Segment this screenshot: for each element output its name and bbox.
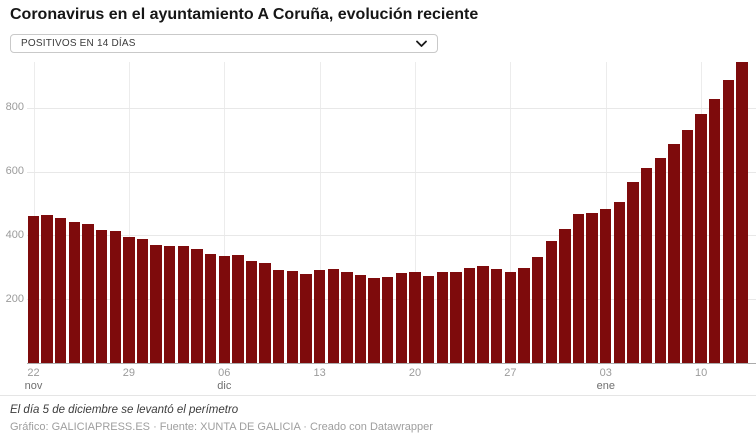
bar[interactable] <box>491 268 503 363</box>
x-axis-tick-label: 13 <box>313 367 326 379</box>
bar[interactable] <box>436 272 448 363</box>
bar[interactable] <box>545 241 557 363</box>
bar[interactable] <box>518 267 530 363</box>
y-axis-label: 600 <box>5 165 24 177</box>
byline-sep1: · <box>150 421 160 433</box>
bar[interactable] <box>640 167 653 363</box>
bar[interactable] <box>586 213 598 363</box>
bar[interactable] <box>273 269 285 363</box>
bar[interactable] <box>164 245 176 363</box>
byline-sep2: · <box>300 421 310 433</box>
bar[interactable] <box>341 272 353 363</box>
bar[interactable] <box>41 215 53 363</box>
bar[interactable] <box>313 269 326 363</box>
bar[interactable] <box>409 272 421 363</box>
bar[interactable] <box>504 271 517 363</box>
bar[interactable] <box>422 275 435 363</box>
x-axis-tick-label: 10 <box>694 367 708 379</box>
bar[interactable] <box>191 248 203 363</box>
y-axis-label: 200 <box>5 292 24 305</box>
bar[interactable] <box>150 244 162 363</box>
graphic-source-link[interactable]: GALICIAPRESS.ES <box>51 421 151 433</box>
bar[interactable] <box>218 256 230 363</box>
x-axis-tick-label: 22 <box>27 367 40 379</box>
data-source-link[interactable]: XUNTA DE GALICIA <box>200 421 301 433</box>
bar[interactable] <box>82 224 94 363</box>
gridline-vertical <box>319 62 321 363</box>
bar[interactable] <box>204 253 217 363</box>
chart-note: El día 5 de diciembre se levantó el perí… <box>10 404 239 416</box>
x-axis-tick-label: 20 <box>408 367 422 379</box>
bar[interactable] <box>300 273 312 363</box>
bar[interactable] <box>531 257 544 363</box>
datawrapper-link[interactable]: Datawrapper <box>369 421 433 433</box>
bar[interactable] <box>327 269 339 363</box>
footer-divider <box>0 395 756 396</box>
bar[interactable] <box>232 255 244 363</box>
bar[interactable] <box>736 62 748 363</box>
bar[interactable] <box>709 99 721 363</box>
bar[interactable] <box>382 276 394 363</box>
x-axis-line <box>27 363 756 364</box>
bar[interactable] <box>109 230 121 363</box>
gridline-vertical <box>415 62 416 363</box>
chart-byline: Gráfico: GALICIAPRESS.ES · Fuente: XUNTA… <box>10 421 433 433</box>
x-axis-tick-label: 06 <box>218 367 231 379</box>
bar[interactable] <box>681 129 694 363</box>
bar[interactable] <box>477 266 489 363</box>
bar[interactable] <box>572 213 585 363</box>
x-axis-tick-label: 27 <box>504 367 517 379</box>
gridline-horizontal <box>27 171 756 173</box>
y-axis-label: 800 <box>5 101 24 114</box>
gridline-vertical <box>33 62 35 363</box>
chart-title: Coronavirus en el ayuntamiento A Coruña,… <box>10 6 479 23</box>
bar[interactable] <box>136 238 149 363</box>
bar[interactable] <box>245 260 258 363</box>
gridline-horizontal <box>27 235 756 237</box>
bar[interactable] <box>286 271 299 363</box>
bar[interactable] <box>463 268 476 363</box>
bar[interactable] <box>395 273 408 363</box>
gridline-horizontal <box>27 107 756 109</box>
x-axis-month-label: nov <box>24 380 43 392</box>
bar[interactable] <box>177 246 190 363</box>
gridline-vertical <box>510 62 512 363</box>
bar[interactable] <box>27 215 40 363</box>
bar[interactable] <box>627 182 639 363</box>
x-axis-tick-label: 03 <box>599 367 612 379</box>
x-axis-month-label: ene <box>596 380 615 392</box>
bar[interactable] <box>368 277 380 363</box>
metric-select[interactable]: POSITIVOS EN 14 DÍAS <box>10 34 438 53</box>
bar[interactable] <box>95 229 108 363</box>
x-axis-tick-label: 29 <box>122 367 136 379</box>
bar[interactable] <box>123 236 135 363</box>
bar[interactable] <box>450 271 462 363</box>
byline-prefix-graphic: Gráfico: <box>10 421 52 433</box>
bar[interactable] <box>695 114 707 363</box>
bar[interactable] <box>654 157 666 363</box>
metric-select-value: POSITIVOS EN 14 DÍAS <box>21 38 136 49</box>
bar[interactable] <box>600 208 612 363</box>
gridline-vertical <box>224 62 226 363</box>
chevron-down-icon <box>416 40 427 48</box>
bar[interactable] <box>259 263 271 363</box>
bar[interactable] <box>68 222 81 363</box>
byline-prefix-source: Fuente: <box>159 421 201 433</box>
bar[interactable] <box>559 228 571 363</box>
bar[interactable] <box>722 79 735 363</box>
x-axis-month-label: dic <box>217 380 232 392</box>
bar[interactable] <box>55 218 67 363</box>
bar[interactable] <box>354 274 367 363</box>
gridline-vertical <box>128 62 130 363</box>
bar[interactable] <box>613 201 626 363</box>
bar[interactable] <box>668 144 680 363</box>
byline-created-with: Creado con <box>310 421 370 433</box>
y-axis-label: 400 <box>5 228 24 241</box>
